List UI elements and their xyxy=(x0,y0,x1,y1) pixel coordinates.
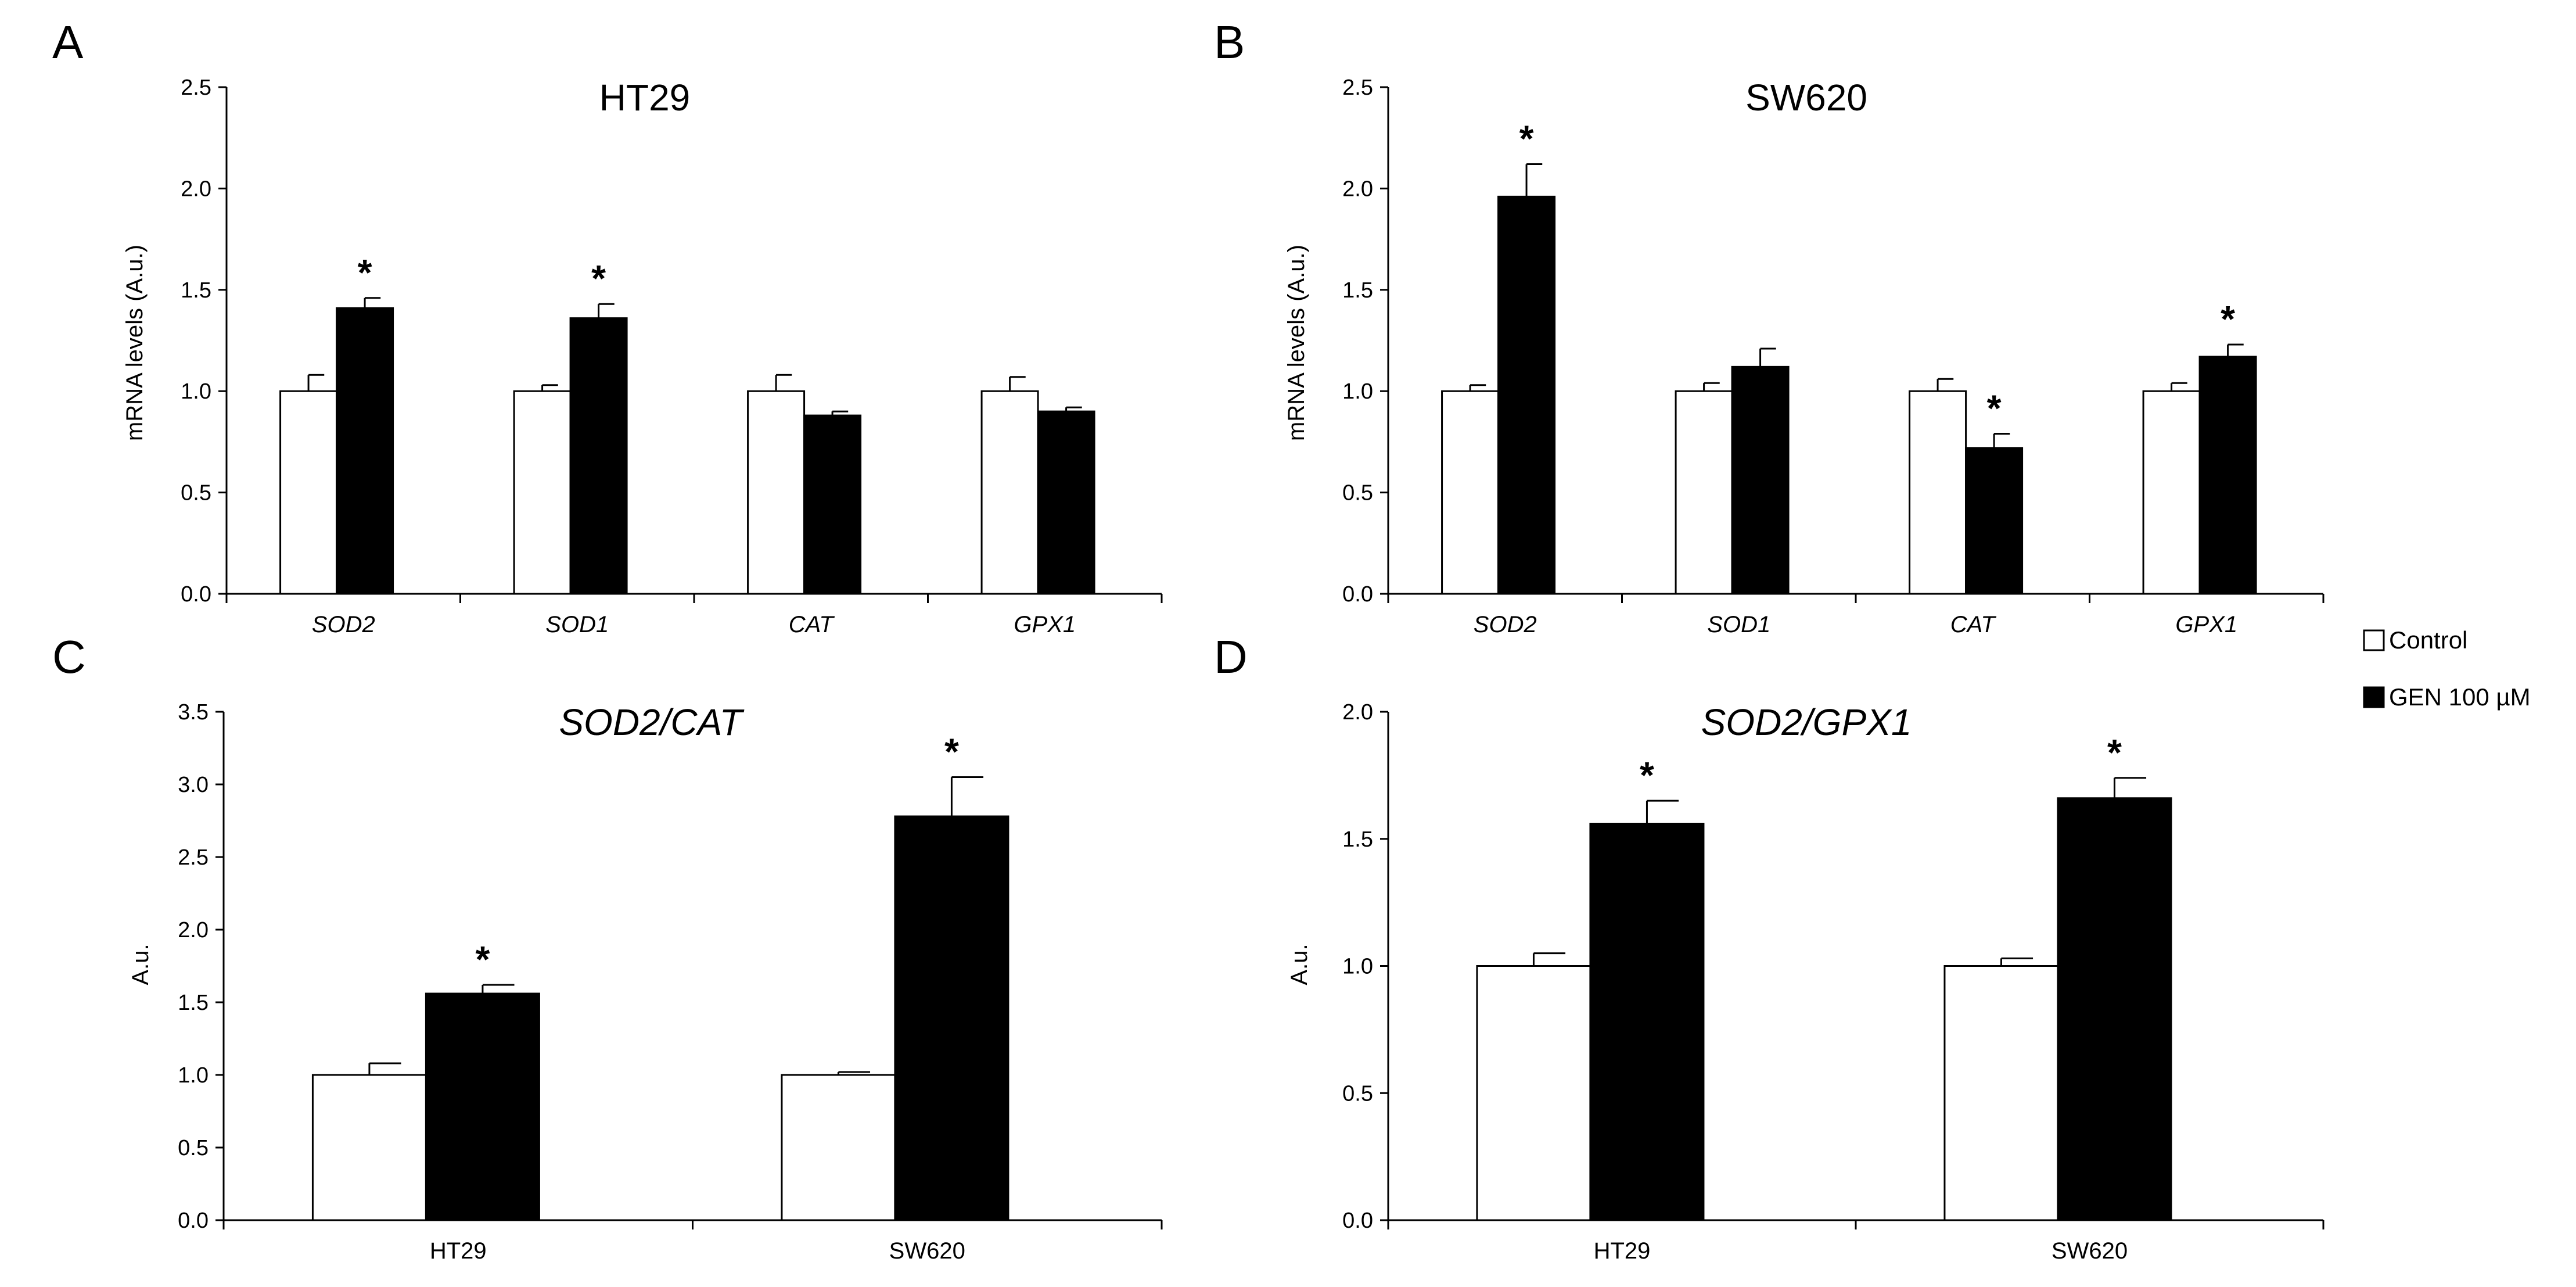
y-axis-label: mRNA levels (A.u.) xyxy=(1284,245,1309,441)
significance-star: * xyxy=(944,731,959,773)
significance-star: * xyxy=(1987,387,2002,429)
y-tick-label: 1.5 xyxy=(1342,827,1373,852)
legend-label-control: Control xyxy=(2389,626,2467,654)
bar-gen xyxy=(425,992,540,1221)
y-tick-label: 1.0 xyxy=(181,379,211,404)
bar-gen xyxy=(2057,797,2172,1221)
y-tick-label: 0.5 xyxy=(1342,1081,1373,1106)
x-tick-label: SW620 xyxy=(2052,1238,2128,1264)
x-tick-label: SOD2 xyxy=(312,612,375,637)
y-tick-label: 1.0 xyxy=(1342,379,1373,404)
chart-title: SOD2/GPX1 xyxy=(1701,701,1912,743)
bar-control xyxy=(781,1074,896,1221)
y-tick-label: 1.0 xyxy=(1342,955,1373,979)
significance-star: * xyxy=(2221,298,2235,340)
chart-title: SOD2/CAT xyxy=(559,701,744,743)
y-tick-label: 1.5 xyxy=(181,278,211,303)
panel-b: B SW620 mRNA levels (A.u.) 0.0 0.5 1.0 1.5 2.0… xyxy=(1214,16,2324,637)
significance-star: * xyxy=(2107,732,2122,773)
y-tick-label: 0.0 xyxy=(1342,582,1373,607)
y-tick-label: 0.0 xyxy=(181,582,211,607)
y-tick-label: 0.5 xyxy=(1342,481,1373,506)
y-tick-label: 2.0 xyxy=(1342,177,1373,201)
x-tick-label: GPX1 xyxy=(1014,612,1076,637)
y-tick-label: 2.5 xyxy=(178,845,209,870)
bar-gen xyxy=(569,317,628,595)
panel-b-letter: B xyxy=(1214,16,1245,68)
x-tick-label: SOD1 xyxy=(1707,612,1770,637)
bar-gen xyxy=(1731,365,1790,595)
panel-c: C SOD2/CAT A.u. 0.0 0.5 1.0 1.5 2.0 2.5 3.0 3.5 HT… xyxy=(52,631,1163,1264)
bar-gen xyxy=(336,307,394,595)
bar-gen xyxy=(1965,447,2024,595)
panel-d: D SOD2/GPX1 A.u. 0.0 0.5 1.0 1.5 2.0 HT29 SW620 *… xyxy=(1214,631,2324,1264)
y-tick-label: 2.0 xyxy=(181,177,211,201)
x-tick-label: HT29 xyxy=(1594,1238,1651,1264)
y-axis-label: mRNA levels (A.u.) xyxy=(122,245,148,441)
legend-label-gen: GEN 100 µM xyxy=(2389,683,2531,711)
y-tick-label: 1.0 xyxy=(178,1063,209,1088)
bar-control xyxy=(747,390,806,595)
significance-star: * xyxy=(358,252,372,293)
bar-control xyxy=(1675,390,1733,595)
bar-gen xyxy=(1037,410,1095,595)
y-tick-label: 2.0 xyxy=(1342,700,1373,725)
chart-title: SW620 xyxy=(1745,77,1867,119)
chart-title: HT29 xyxy=(599,77,691,119)
bar-control xyxy=(1441,390,1500,595)
y-axis-label: A.u. xyxy=(128,944,153,985)
significance-star: * xyxy=(591,257,606,299)
x-tick-label: GPX1 xyxy=(2175,612,2237,637)
significance-star: * xyxy=(475,938,490,980)
panel-a-letter: A xyxy=(52,16,84,68)
bar-control xyxy=(1476,965,1591,1221)
y-tick-label: 0.0 xyxy=(178,1209,209,1233)
bar-gen xyxy=(894,815,1009,1221)
panel-d-letter: D xyxy=(1214,631,1248,683)
x-tick-label: HT29 xyxy=(430,1238,487,1264)
bar-control xyxy=(2142,390,2201,595)
y-tick-label: 0.5 xyxy=(178,1136,209,1160)
y-axis-label: A.u. xyxy=(1287,944,1312,985)
y-tick-label: 2.0 xyxy=(178,918,209,942)
bar-control xyxy=(279,390,338,595)
bar-gen xyxy=(1589,823,1705,1221)
bar-control xyxy=(980,390,1039,595)
legend: Control GEN 100 µM xyxy=(2363,626,2531,711)
bar-control xyxy=(311,1074,427,1221)
y-tick-label: 2.5 xyxy=(181,76,211,100)
y-tick-label: 3.5 xyxy=(178,700,209,725)
significance-star: * xyxy=(1640,754,1654,796)
bar-control xyxy=(1943,965,2059,1221)
legend-swatch-gen xyxy=(2363,686,2385,708)
y-tick-label: 0.0 xyxy=(1342,1209,1373,1233)
y-tick-label: 0.5 xyxy=(181,481,211,506)
bar-gen xyxy=(803,414,862,595)
y-tick-label: 1.5 xyxy=(178,991,209,1015)
bar-gen xyxy=(2198,356,2257,595)
y-tick-label: 1.5 xyxy=(1342,278,1373,303)
x-tick-label: CAT xyxy=(1950,612,1997,637)
bar-control xyxy=(513,390,572,595)
significance-star: * xyxy=(1519,118,1534,160)
panel-a: A HT29 mRNA levels (A.u.) 0.0 0.5 1.0 1.5 2.0 2… xyxy=(52,16,1163,637)
y-tick-label: 3.0 xyxy=(178,773,209,797)
bar-gen xyxy=(1497,195,1556,595)
x-tick-label: CAT xyxy=(789,612,835,637)
x-tick-label: SOD1 xyxy=(545,612,609,637)
x-tick-label: SW620 xyxy=(889,1238,965,1264)
legend-swatch-control xyxy=(2363,629,2385,651)
bar-control xyxy=(1909,390,1967,595)
x-tick-label: SOD2 xyxy=(1474,612,1537,637)
y-tick-label: 2.5 xyxy=(1342,76,1373,100)
panel-c-letter: C xyxy=(52,631,86,683)
